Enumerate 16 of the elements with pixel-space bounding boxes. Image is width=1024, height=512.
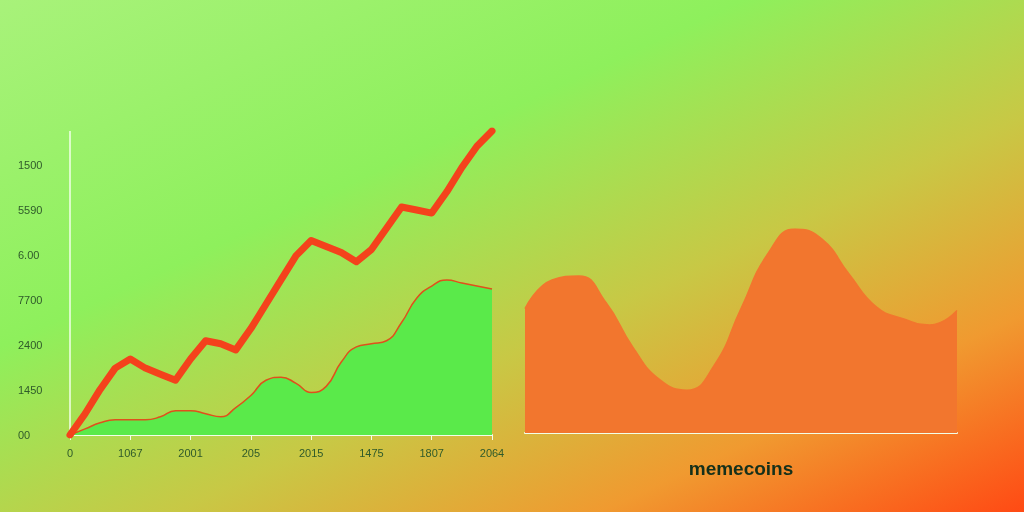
x-tick-label: 205 [241,446,261,459]
x-tick-label: 0 [66,446,74,459]
x-tick-label: 1807 [419,446,444,459]
text: 7700 [18,293,43,306]
x-tick-label: 1067 [118,446,143,459]
text: 1500 [18,158,43,171]
text: 6.00 [18,248,40,261]
x-tick-label: 2001 [178,446,203,459]
x-tick-label: 2015 [298,446,324,459]
text: 1450 [18,383,43,396]
x-tick-label: 1475 [359,446,384,459]
x-axis-title: memecoins [688,458,794,479]
text: 00 [18,428,31,441]
text: 2400 [18,338,43,351]
text: 5590 [18,203,43,216]
x-tick-label: 2064 [479,446,505,459]
